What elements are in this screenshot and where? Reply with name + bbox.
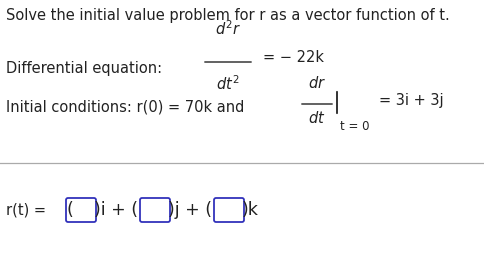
Text: $dt$: $dt$: [308, 110, 326, 126]
Text: = − 22k: = − 22k: [263, 51, 324, 65]
Text: = 3i + 3j: = 3i + 3j: [379, 93, 444, 108]
Text: $dr$: $dr$: [308, 75, 326, 91]
Text: $d^2r$: $d^2r$: [215, 19, 241, 38]
Text: Initial conditions: r(0) = 70k and: Initial conditions: r(0) = 70k and: [6, 100, 244, 115]
Text: (: (: [66, 201, 73, 219]
Text: Solve the initial value problem for r as a vector function of t.: Solve the initial value problem for r as…: [6, 8, 450, 23]
Text: $dt^2$: $dt^2$: [216, 74, 240, 93]
Text: r(t) =: r(t) =: [6, 203, 51, 218]
Text: t = 0: t = 0: [340, 120, 369, 133]
FancyBboxPatch shape: [140, 198, 170, 222]
FancyBboxPatch shape: [66, 198, 96, 222]
Text: )k: )k: [242, 201, 259, 219]
Text: )i + (: )i + (: [94, 201, 138, 219]
FancyBboxPatch shape: [214, 198, 244, 222]
Text: )j + (: )j + (: [168, 201, 212, 219]
Text: Differential equation:: Differential equation:: [6, 61, 162, 76]
